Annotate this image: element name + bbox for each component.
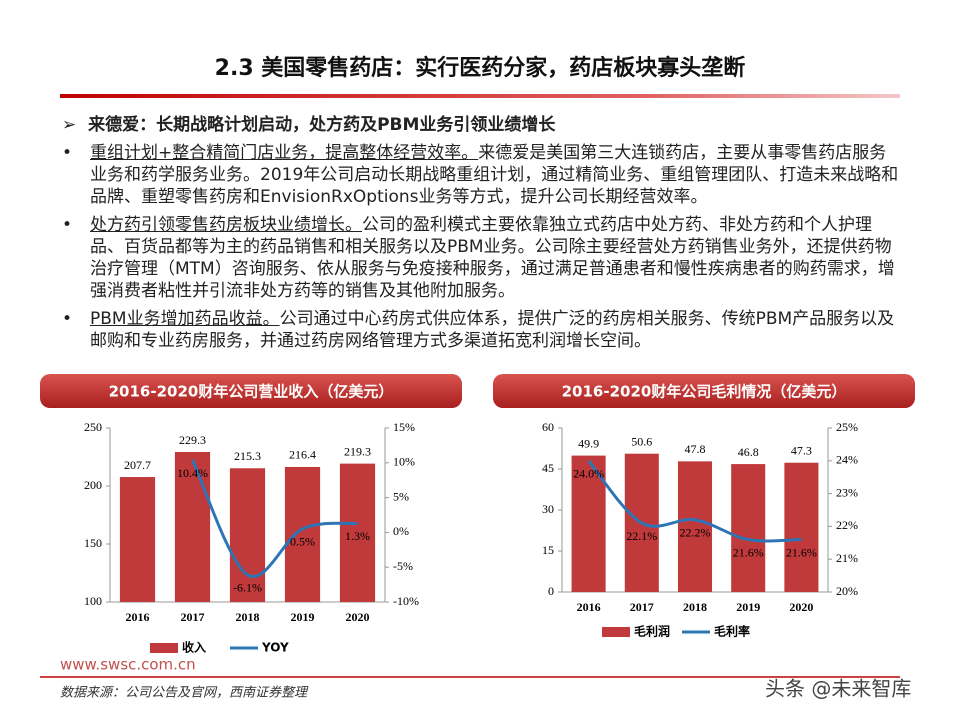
line-label: 21.6% [786,545,817,559]
bullet-marker: • [62,143,73,163]
line-label: 22.2% [680,526,711,540]
bar-label: 49.9 [578,436,599,450]
arrow-marker: ➢ [62,115,89,135]
y2-tick-label: 15% [393,420,415,434]
bar [119,477,156,602]
x-tick-label: 2018 [683,600,707,614]
line [587,459,802,543]
section-heading: ➢ 来德爱：长期战略计划启动，处方药及PBM业务引领业绩增长 [62,114,902,136]
line-label: 21.6% [733,545,764,559]
line-label: 0.5% [290,535,315,549]
bar [174,452,211,602]
body-text: ➢ 来德爱：长期战略计划启动，处方药及PBM业务引领业绩增长 • 重组计划+整合精… [62,114,902,358]
heading-text: 来德爱：长期战略计划启动，处方药及PBM业务引领业绩增长 [88,115,556,135]
y2-tick-label: 10% [393,455,415,469]
line [191,459,358,579]
y-tick-label: 100 [84,594,102,608]
y-tick-label: 30 [542,502,554,516]
x-tick-label: 2020 [789,600,813,614]
bullet-text: 公司的盈利模式主要依靠独立式药店中处方药、非处方药和个人护理品、百货品都等为主的… [90,215,895,301]
bullet-lead: 重组计划+整合精简门店业务，提高整体经营效率。 [90,143,479,163]
chart-title-band [493,374,915,408]
y-tick-label: 250 [84,420,102,434]
bar [784,462,819,592]
line-label: 10.4% [177,466,208,480]
legend-swatch [150,643,178,653]
x-tick-label: 2016 [126,610,150,624]
line-label: 1.3% [345,529,370,543]
y2-tick-label: 24% [836,453,858,467]
bullet-lead: 处方药引领零售药房板块业绩增长。 [90,215,362,235]
bar [229,468,266,602]
legend-label: 毛利润 [634,624,670,639]
y-tick-label: 45 [542,461,554,475]
x-tick-label: 2017 [181,610,205,624]
bar-label: 47.3 [791,443,812,457]
bar-label: 47.8 [685,442,706,456]
bullet-marker: • [62,215,73,235]
bullet: • 重组计划+整合精简门店业务，提高整体经营效率。来德爱是美国第三大连锁药店，主要… [62,142,902,208]
x-tick-label: 2016 [577,600,601,614]
legend-label: YOY [261,641,289,655]
bar [284,466,321,602]
slide-title: 2.3 美国零售药店：实行医药分家，药店板块寡头垄断 [214,56,746,81]
y2-tick-label: 5% [393,489,409,503]
bar-label: 46.8 [738,445,759,459]
bullet-lead: PBM业务增加药品收益。 [90,309,280,329]
y2-tick-label: 23% [836,485,858,499]
y2-tick-label: 21% [836,551,858,565]
bullet-text: 来德爱是美国第三大连锁药店，主要从事零售药店服务业务和药学服务业务。2019年公… [90,143,899,207]
x-tick-label: 2017 [630,600,654,614]
x-tick-label: 2019 [736,600,760,614]
website: www.swsc.com.cn [60,656,196,674]
legend-swatch [602,627,630,637]
watermark: 头条 @未来智库 [765,677,911,701]
y2-tick-label: 0% [393,524,409,538]
x-tick-label: 2020 [346,610,370,624]
line-label: 24.0% [573,467,604,481]
bar-label: 216.4 [289,448,316,462]
y-tick-label: 200 [84,478,102,492]
source-note: 数据来源：公司公告及官网，西南证券整理 [60,686,309,701]
y2-tick-label: 22% [836,518,858,532]
line-label: -6.1% [233,581,262,595]
bullet-marker: • [62,309,73,329]
y-tick-label: 150 [84,536,102,550]
bar [339,463,376,602]
legend-label: 收入 [182,640,206,655]
line-label: 22.1% [626,529,657,543]
bar-label: 229.3 [179,433,206,447]
bar-label: 215.3 [234,449,261,463]
chart-title: 2016-2020财年公司营业收入（亿美元） [109,383,394,401]
bullet: • 处方药引领零售药房板块业绩增长。公司的盈利模式主要依靠独立式药店中处方药、非处… [62,214,902,302]
y2-tick-label: -10% [393,594,419,608]
chart-title: 2016-2020财年公司毛利情况（亿美元） [562,383,847,401]
y-tick-label: 0 [548,584,554,598]
legend-label: 毛利率 [714,624,750,639]
bar [677,461,713,592]
bar-label: 207.7 [124,458,151,472]
y2-tick-label: 25% [836,420,858,434]
x-tick-label: 2018 [236,610,260,624]
y2-tick-label: 20% [836,584,858,598]
chart-title-band [40,374,462,408]
y-tick-label: 15 [542,543,554,557]
bullet-text: 公司通过中心药房式供应体系，提供广泛的药房相关服务、传统PBM产品服务以及邮购和… [90,309,895,351]
bullet: • PBM业务增加药品收益。公司通过中心药房式供应体系，提供广泛的药房相关服务、传… [62,308,902,352]
bar-label: 50.6 [631,434,652,448]
y-tick-label: 60 [542,420,554,434]
x-tick-label: 2019 [291,610,315,624]
y2-tick-label: -5% [393,559,413,573]
bar-label: 219.3 [344,444,371,458]
bar [731,464,766,592]
title-rule [60,94,900,98]
